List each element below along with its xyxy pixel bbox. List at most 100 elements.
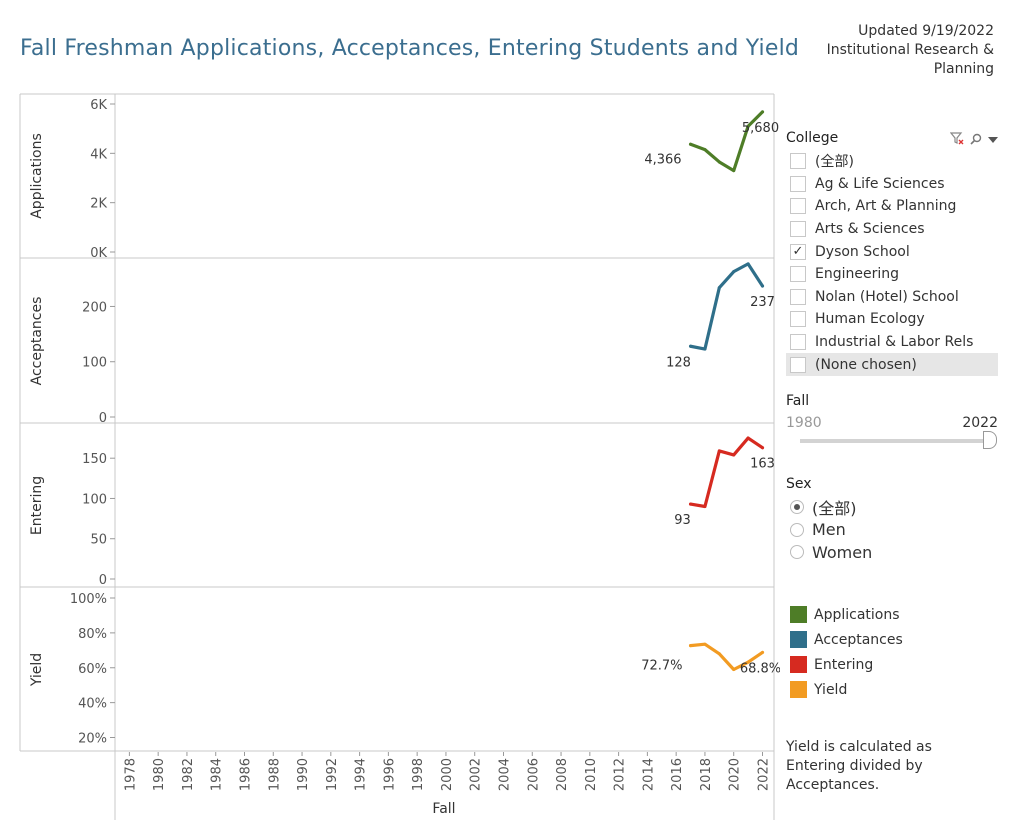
data-point-yield — [689, 644, 693, 648]
college-option[interactable]: Arts & Sciences — [786, 218, 998, 241]
sex-option[interactable]: Women — [786, 541, 998, 564]
legend-label: Entering — [814, 656, 874, 673]
page-title: Fall Freshman Applications, Acceptances,… — [20, 36, 800, 61]
y-tick-label: 150 — [82, 452, 107, 467]
x-tick-label: 2016 — [670, 758, 685, 791]
x-tick-label: 1994 — [354, 758, 369, 791]
x-tick-label: 2006 — [526, 758, 541, 791]
x-tick-label: 1988 — [267, 758, 282, 791]
org-line-2: Planning — [933, 61, 994, 77]
data-point-applications — [760, 110, 764, 114]
legend-swatch — [790, 631, 807, 648]
x-tick-label: 2014 — [641, 758, 656, 791]
x-tick-label: 1992 — [325, 758, 340, 791]
x-tick-label: 1984 — [210, 758, 225, 791]
sex-option[interactable]: (全部) — [786, 496, 998, 519]
data-point-applications — [732, 169, 736, 173]
series-line-applications — [688, 110, 765, 173]
checkbox[interactable] — [790, 175, 806, 192]
college-option[interactable]: Ag & Life Sciences — [786, 173, 998, 196]
college-option[interactable]: Industrial & Labor Rels — [786, 331, 998, 354]
checkbox[interactable] — [790, 153, 806, 170]
fall-max-value: 2022 — [962, 415, 998, 431]
series-line-entering — [688, 436, 765, 509]
x-tick-label: 1996 — [382, 758, 397, 791]
college-option-label: Industrial & Labor Rels — [815, 334, 974, 351]
y-tick-label: 100 — [82, 356, 107, 371]
fall-filter: Fall 1980 2022 — [786, 393, 998, 449]
legend-item[interactable]: Applications — [790, 602, 903, 627]
college-option[interactable]: Nolan (Hotel) School — [786, 286, 998, 309]
checkbox[interactable] — [790, 334, 806, 351]
college-option[interactable]: Engineering — [786, 263, 998, 286]
x-tick-label: 2012 — [613, 758, 628, 791]
data-point-applications — [746, 124, 750, 128]
sex-option-label: (全部) — [812, 499, 857, 519]
color-legend: Applications Acceptances Entering Yield — [790, 602, 903, 702]
checkbox[interactable] — [790, 288, 806, 305]
data-point-applications — [717, 160, 721, 164]
y-tick-label: 0K — [90, 246, 107, 261]
checkbox[interactable] — [790, 311, 806, 328]
data-label-entering: 163 — [750, 457, 775, 472]
trend-chart[interactable]: Applications 0K 2K 4K 6K 4,366 5,680 Acceptance… — [0, 0, 780, 834]
college-option[interactable]: (None chosen) — [786, 353, 998, 376]
clear-filter-icon[interactable] — [949, 132, 964, 148]
x-tick-label: 2010 — [584, 758, 599, 791]
college-option-label: Human Ecology — [815, 311, 925, 328]
y-tick-label: 60% — [78, 662, 107, 677]
sex-filter: Sex (全部) Men Women — [786, 476, 998, 564]
checkbox[interactable] — [790, 266, 806, 283]
data-point-yield — [732, 668, 736, 671]
legend-swatch — [790, 656, 807, 673]
data-point-entering — [732, 453, 736, 457]
college-option-label: Nolan (Hotel) School — [815, 288, 959, 305]
college-option[interactable]: ✓ Dyson School — [786, 240, 998, 263]
y-tick-label: 200 — [82, 300, 107, 315]
legend-label: Yield — [814, 681, 848, 698]
y-tick-label: 40% — [78, 697, 107, 712]
checkbox[interactable] — [790, 221, 806, 238]
data-point-yield — [746, 660, 750, 664]
x-tick-label: 1990 — [296, 758, 311, 791]
radio-selected[interactable] — [790, 500, 804, 515]
college-option[interactable]: Arch, Art & Planning — [786, 195, 998, 218]
sex-option-label: Women — [812, 542, 873, 562]
x-tick-label: 1998 — [411, 758, 426, 791]
data-point-entering — [717, 449, 721, 453]
x-tick-label: 2008 — [555, 758, 570, 791]
college-filter-title: College — [786, 130, 839, 146]
data-label-yield: 68.8% — [740, 661, 780, 676]
search-icon[interactable] — [970, 133, 982, 148]
x-tick-label: 2020 — [728, 758, 743, 791]
x-tick-label: 1980 — [152, 758, 167, 791]
checkbox[interactable] — [790, 356, 806, 373]
panel-y-label: Entering — [29, 476, 45, 535]
sex-option[interactable]: Men — [786, 519, 998, 542]
legend-item[interactable]: Entering — [790, 652, 903, 677]
radio[interactable] — [790, 545, 804, 560]
college-option[interactable]: (全部) — [786, 150, 998, 173]
college-list: (全部) Ag & Life Sciences Arch, Art & Planni… — [786, 150, 998, 376]
data-point-entering — [689, 502, 693, 506]
college-option[interactable]: Human Ecology — [786, 308, 998, 331]
data-label-acceptances: 237 — [750, 295, 775, 310]
panel-y-label: Applications — [29, 133, 45, 219]
legend-label: Applications — [814, 606, 900, 623]
data-point-entering — [703, 505, 707, 509]
dropdown-menu-icon[interactable] — [988, 134, 998, 147]
y-tick-label: 2K — [90, 197, 107, 212]
updated-date: Updated 9/19/2022 — [858, 23, 994, 39]
data-label-applications: 4,366 — [644, 152, 681, 167]
y-tick-label: 20% — [78, 732, 107, 747]
x-tick-label: 2004 — [497, 758, 512, 791]
college-option-label: Arts & Sciences — [815, 221, 925, 238]
fall-slider-track[interactable] — [800, 431, 997, 449]
legend-item[interactable]: Yield — [790, 677, 903, 702]
legend-item[interactable]: Acceptances — [790, 627, 903, 652]
data-label-applications: 5,680 — [742, 121, 779, 136]
fall-slider-handle[interactable] — [983, 431, 997, 449]
radio[interactable] — [790, 522, 804, 537]
checkbox-checked[interactable]: ✓ — [790, 243, 806, 260]
checkbox[interactable] — [790, 198, 806, 215]
